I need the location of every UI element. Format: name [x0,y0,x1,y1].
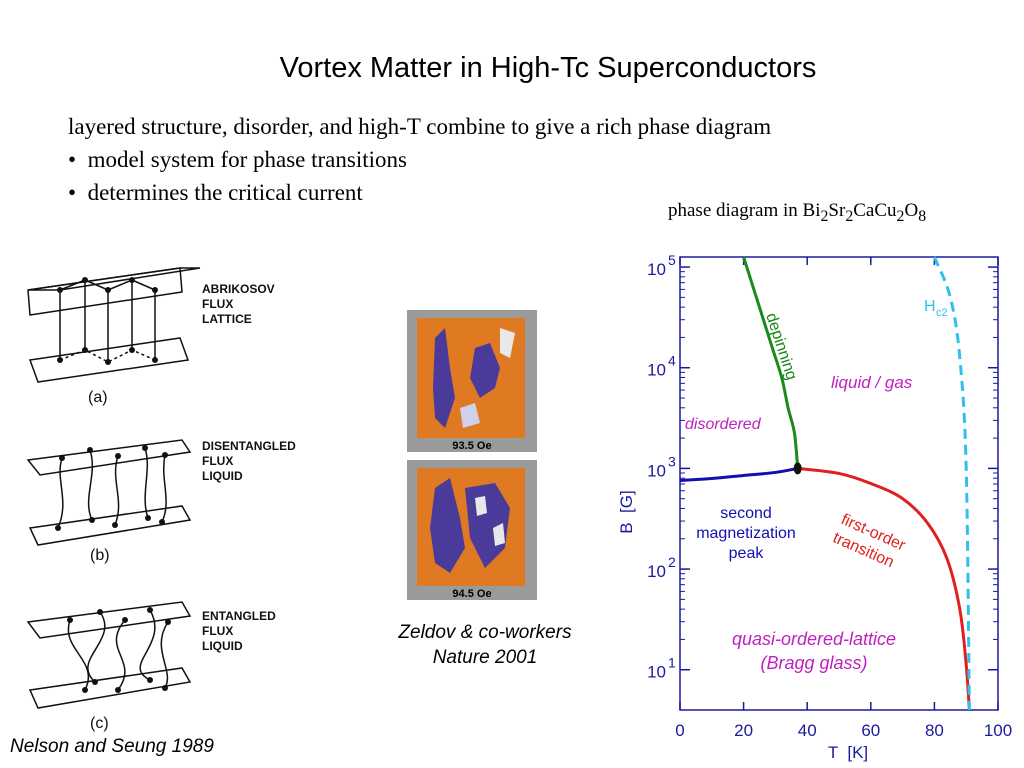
image-top-label: 93.5 Oe [452,440,491,452]
y-tick-label-base: 10 [647,461,666,480]
phase-diagram-caption: phase diagram in Bi2Sr2CaCu2O8 [668,200,926,226]
x-tick-label: 20 [734,721,753,740]
panel-b-label-1: DISENTANGLED [202,439,296,453]
critical-point [793,462,802,475]
bullet-icon: • [68,147,77,172]
liquid-gas-label: liquid / gas [831,373,913,392]
disordered-label: disordered [685,416,762,433]
annotation-layer: depinning liquid / gas disordered second mag… [685,298,948,673]
y-tick-label-exp: 3 [668,453,676,469]
intro-bullet-1: • model system for phase transitions [68,143,771,176]
y-tick-label-base: 10 [647,663,666,682]
x-tick-label: 100 [984,721,1012,740]
panel-a-tag: (a) [88,389,108,406]
second-peak-label: second [720,505,772,522]
flux-schematic-figure: ABRIKOSOV FLUX LATTICE DISENTANGLED FLUX… [26,267,296,732]
x-tick-label: 60 [861,721,880,740]
series-line-first-order-transition [797,466,971,711]
panel-c-drawing [26,601,192,709]
page-title: Vortex Matter in High-Tc Superconductors [279,52,817,84]
depinning-label: depinning [762,311,800,382]
second-peak-label: peak [729,545,765,562]
caption-prefix: phase diagram in [668,200,803,221]
bullet-text: model system for phase transitions [87,147,407,172]
hc2-label-base: H [924,298,936,315]
panel-c-label-3: LIQUID [202,639,243,653]
formula-part: CaCu [853,200,897,221]
bragg-glass-label: quasi-ordered-lattice [732,629,896,649]
formula-part: O [904,200,919,221]
image-94-5: 94.5 Oe [407,460,537,600]
series-line-second-magnetization-peak [679,466,798,482]
zeldov-credit: Zeldov & co-workers Nature 2001 [360,620,610,670]
x-tick-label: 80 [925,721,944,740]
magneto-optical-images: 93.5 Oe 94.5 Oe [407,310,537,600]
second-peak-label: magnetization [696,525,796,542]
formula-sub: 2 [820,207,829,225]
intro-bullet-2: • determines the critical current [68,176,771,209]
x-axis-label: T [K] [828,743,868,762]
series-line-hc2 [933,256,971,711]
x-tick-label: 0 [675,721,684,740]
panel-a-drawing [27,267,201,383]
panel-b-label-2: FLUX [202,454,233,468]
y-tick-label-exp: 5 [668,252,676,268]
bullet-icon: • [68,180,77,205]
y-axis-label: B [G] [617,490,636,533]
y-tick-label-exp: 2 [668,554,676,570]
panel-b-label-3: LIQUID [202,469,243,483]
series-line-depinning [742,256,800,469]
bullet-text: determines the critical current [87,180,363,205]
series-layer [679,256,971,711]
panel-a-label-3: LATTICE [202,312,252,326]
formula-part: Sr [828,200,846,221]
image-bottom-label: 94.5 Oe [452,588,491,600]
image-93-5: 93.5 Oe [407,310,537,452]
y-tick-label-base: 10 [647,562,666,581]
panel-b-drawing [26,439,192,546]
intro-text: layered structure, disorder, and high-T … [68,110,771,209]
y-tick-label-base: 10 [647,361,666,380]
panel-b-tag: (b) [90,547,110,564]
y-tick-label-exp: 1 [668,655,676,671]
x-ticks: 0 20 40 60 80 100 [675,257,1012,740]
panel-c-label-2: FLUX [202,624,233,638]
panel-c-tag: (c) [90,715,109,732]
panel-a-label-1: ABRIKOSOV [202,282,275,296]
formula-sub: 2 [896,207,905,225]
zeldov-credit-line-2: Nature 2001 [432,647,538,668]
y-tick-label-base: 10 [647,260,666,279]
hc2-label-sub: c2 [936,307,948,319]
bragg-glass-label: (Bragg glass) [760,653,867,673]
nelson-credit: Nelson and Seung 1989 [10,736,214,757]
panel-c-label-1: ENTANGLED [202,609,276,623]
formula-sub: 8 [918,207,927,225]
x-tick-label: 40 [798,721,817,740]
zeldov-credit-line-1: Zeldov & co-workers [398,622,572,643]
y-tick-label-exp: 4 [668,353,676,369]
intro-line: layered structure, disorder, and high-T … [68,114,772,139]
panel-a-label-2: FLUX [202,297,233,311]
formula-sub: 2 [845,207,854,225]
formula-part: Bi [802,200,821,221]
